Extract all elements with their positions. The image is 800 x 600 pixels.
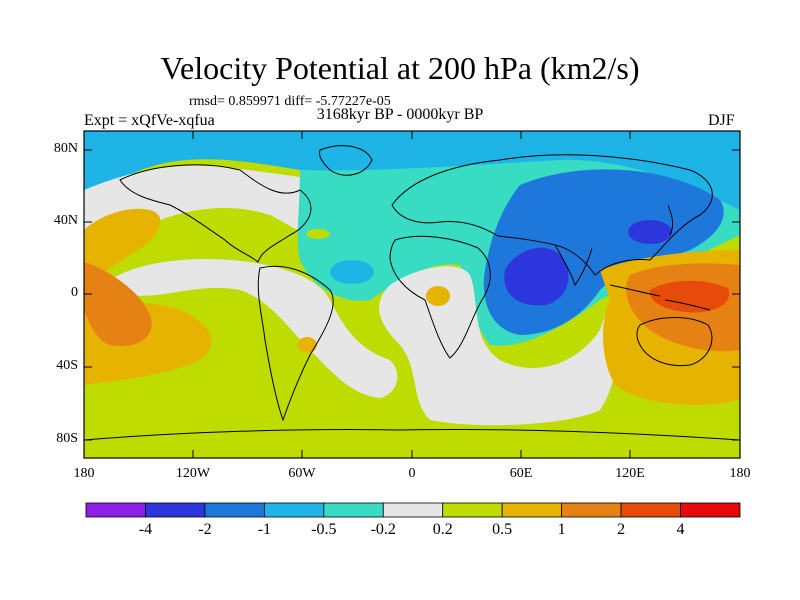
lat-label: 0 [71, 285, 78, 300]
field-redorange-core [649, 280, 730, 313]
colorbar-swatch [501, 502, 563, 518]
coast-indonesia [609, 284, 711, 311]
colorbar-swatch [442, 502, 503, 518]
coast-antarctica [83, 428, 741, 441]
field-gold-samerica [297, 337, 317, 353]
colorbar-label: 1 [557, 521, 566, 538]
colorbar-swatch [85, 502, 146, 518]
coast-south-america [257, 265, 334, 422]
experiment-label: Expt = xQfVe-xqfua [84, 112, 215, 129]
colorbar-label: -1 [257, 521, 272, 538]
colorbar-swatch [204, 502, 265, 518]
lat-label: 40N [53, 213, 78, 228]
coast-north-america [119, 164, 312, 263]
field-deepblue-japan [628, 220, 672, 244]
lat-label: 80S [56, 431, 78, 446]
colorbar-swatch [323, 502, 384, 518]
lon-label: 60E [509, 466, 533, 481]
colorbar-swatch [382, 502, 444, 518]
coast-australia [636, 317, 713, 367]
colorbar-swatch [620, 502, 681, 518]
lat-label: 80N [53, 141, 78, 156]
colorbar-label: 0.5 [492, 521, 513, 538]
coast-greenland [319, 145, 373, 176]
colorbar-swatch [680, 502, 741, 518]
colorbar-label: -4 [138, 521, 153, 538]
field-deepblue-indian [504, 247, 569, 306]
field-gold-pacific [84, 208, 161, 290]
field-green-caribbean [306, 229, 330, 239]
colorbar-label: 0.2 [432, 521, 453, 538]
coast-india [554, 244, 593, 287]
map-title: Velocity Potential at 200 hPa (km2/s) [160, 50, 640, 86]
stats-text: rmsd= 0.859971 diff= -5.77227e-05 [189, 94, 391, 109]
coast-japan [667, 204, 674, 236]
coastlines [83, 145, 741, 441]
lat-label: 40S [56, 358, 78, 373]
field-lblue-atlantic [330, 260, 374, 284]
colorbar-label: 2 [617, 521, 626, 538]
colorbar-swatch [263, 502, 325, 518]
colorbar-label: 4 [676, 521, 685, 538]
lon-label: 120E [615, 466, 645, 481]
field-gold-africa [426, 286, 450, 306]
colorbar-swatch [561, 502, 622, 518]
colorbar-label: -0.5 [311, 521, 337, 538]
lon-label: 180 [729, 466, 751, 481]
coast-africa [389, 235, 491, 359]
field-white-pacific [106, 259, 398, 398]
field-orange-pacific [84, 262, 152, 347]
colorbar [85, 502, 741, 518]
lon-label: 60W [288, 466, 316, 481]
colorbar-label: -2 [198, 521, 212, 538]
colorbar-swatch [145, 502, 206, 518]
season-label: DJF [708, 112, 735, 129]
contour-field [84, 131, 740, 458]
field-north-band [84, 131, 740, 221]
lon-label: 180 [73, 466, 95, 481]
field-white-south [379, 266, 617, 426]
coast-europe-asia [391, 154, 713, 276]
period-subtitle: 3168kyr BP - 0000kyr BP [316, 106, 484, 123]
lon-label: 0 [408, 466, 416, 481]
axis-ticks [84, 131, 740, 458]
colorbar-label: -0.2 [370, 521, 396, 538]
lon-label: 120W [175, 466, 211, 481]
